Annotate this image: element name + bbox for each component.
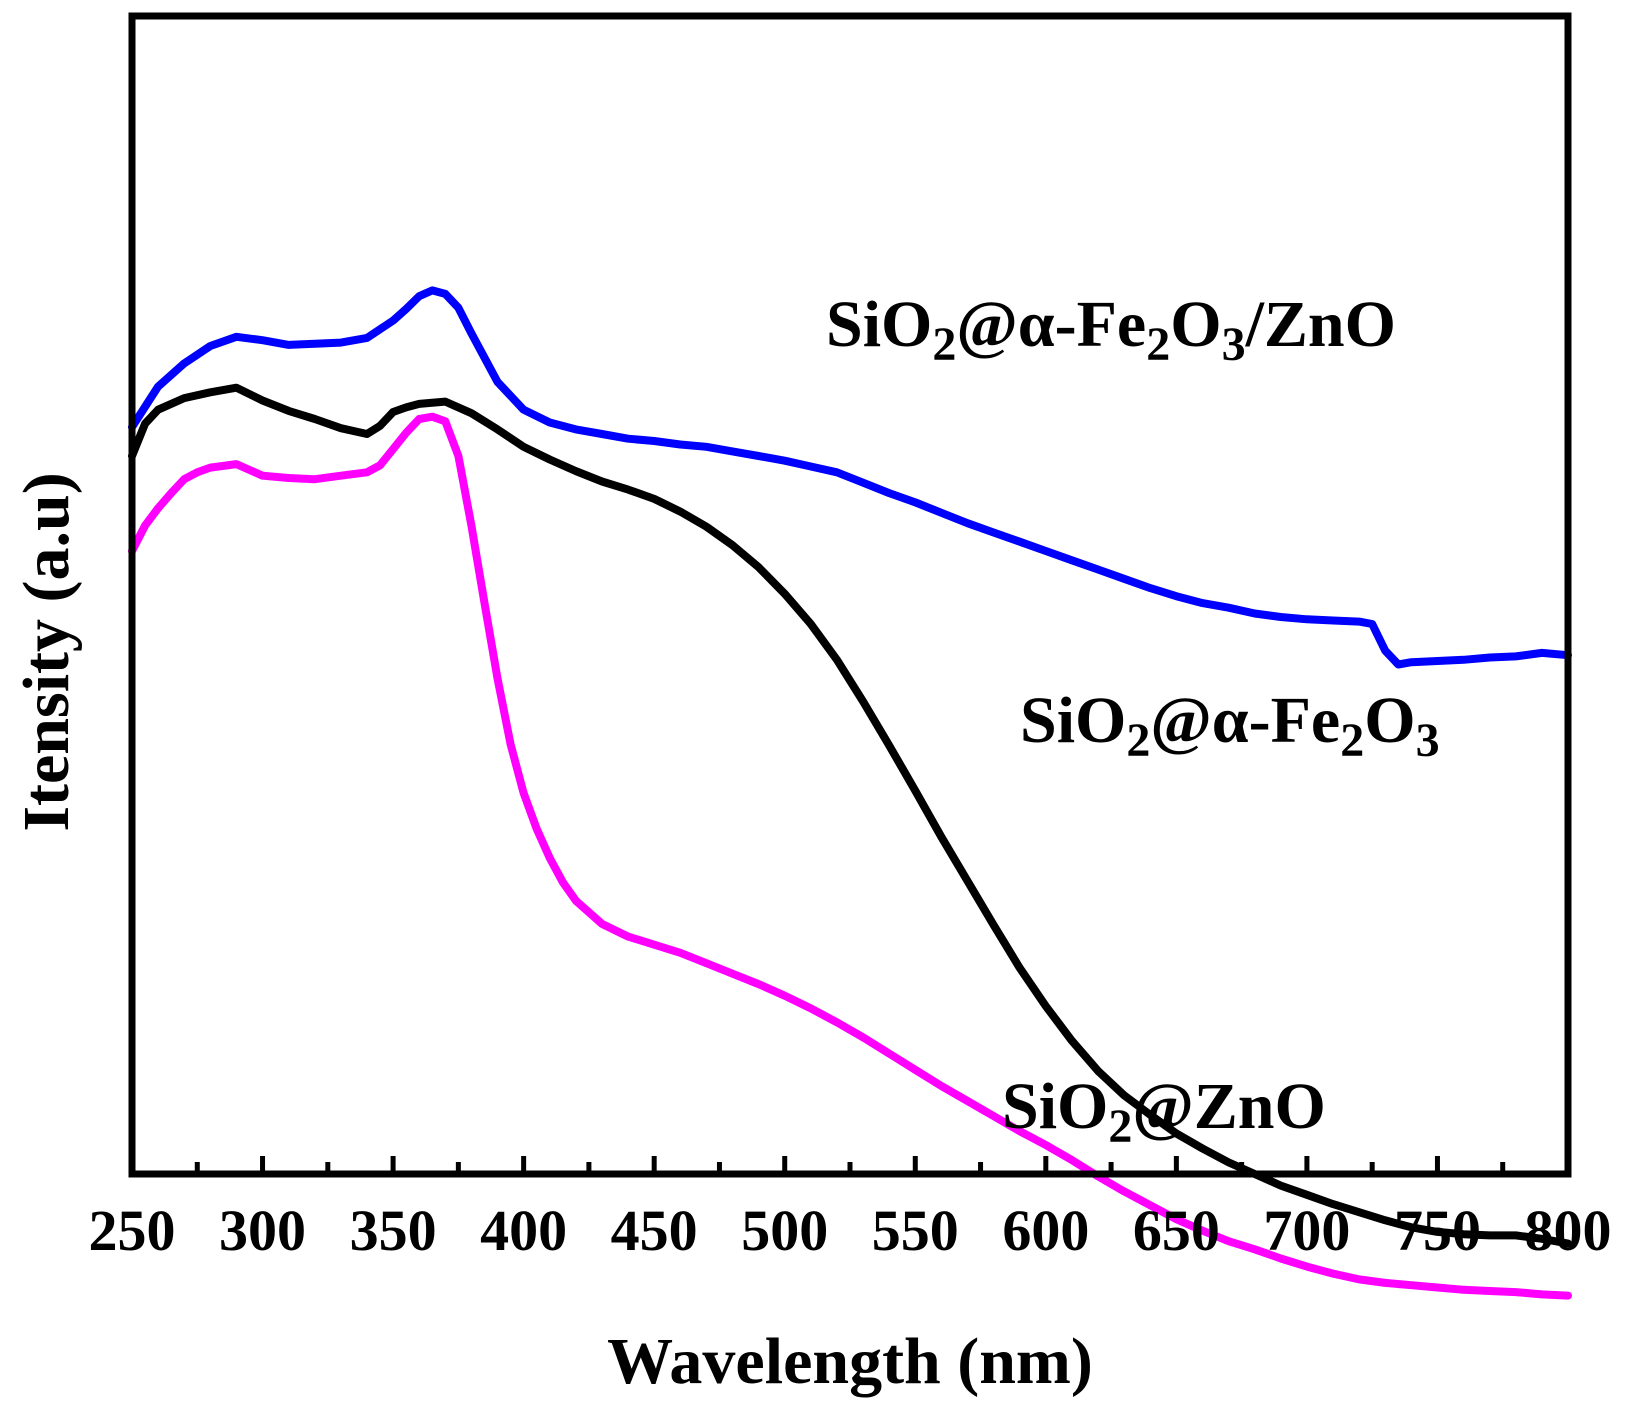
series-line-1 [128,383,1572,1248]
x-axis-tick-labels: 250 300 350 400 450 500 550 600 650 700 750 800 [89,1198,1612,1263]
label-text: SiO [1020,684,1126,757]
label-subscript: 3 [1416,714,1440,767]
x-tick-label: 650 [1133,1198,1220,1263]
label-subscript: 2 [1108,1100,1132,1153]
x-tick-label: 750 [1394,1198,1481,1263]
x-tick-label: 500 [741,1198,828,1263]
x-axis-title: Wavelength (nm) [607,1325,1093,1398]
x-tick-label: 800 [1525,1198,1612,1263]
label-subscript: 2 [932,318,956,371]
label-text: @α-Fe [1150,684,1340,757]
y-axis-title: Itensity (a.u) [10,472,83,831]
x-tick-label: 250 [89,1198,176,1263]
x-tick-label: 600 [1002,1198,1089,1263]
label-subscript: 3 [1222,318,1246,371]
label-subscript: 2 [1126,714,1150,767]
x-tick-label: 300 [219,1198,306,1263]
label-text: @α-Fe [956,288,1146,361]
label-text: O [1364,684,1415,757]
label-text: /ZnO [1245,288,1396,361]
x-tick-label: 400 [480,1198,567,1263]
series-label-sio2-zno: SiO2@ZnO [1002,1070,1326,1153]
x-tick-label: 700 [1263,1198,1350,1263]
label-subscript: 2 [1340,714,1364,767]
label-text: SiO [1002,1070,1108,1143]
label-text: @ZnO [1132,1070,1325,1143]
label-text: O [1170,288,1221,361]
label-text: SiO [826,288,932,361]
series-label-sio2-fe2o3: SiO2@α-Fe2O3 [1020,684,1440,767]
x-tick-label: 450 [611,1198,698,1263]
series-layer [128,286,1572,1300]
x-tick-label: 350 [350,1198,437,1263]
x-axis-ticks [129,1156,1571,1174]
series-line-2 [128,412,1572,1300]
label-subscript: 2 [1146,318,1170,371]
series-label-sio2-fe2o3-zno: SiO2@α-Fe2O3/ZnO [826,288,1396,371]
x-tick-label: 550 [872,1198,959,1263]
series-line-0 [128,286,1572,669]
